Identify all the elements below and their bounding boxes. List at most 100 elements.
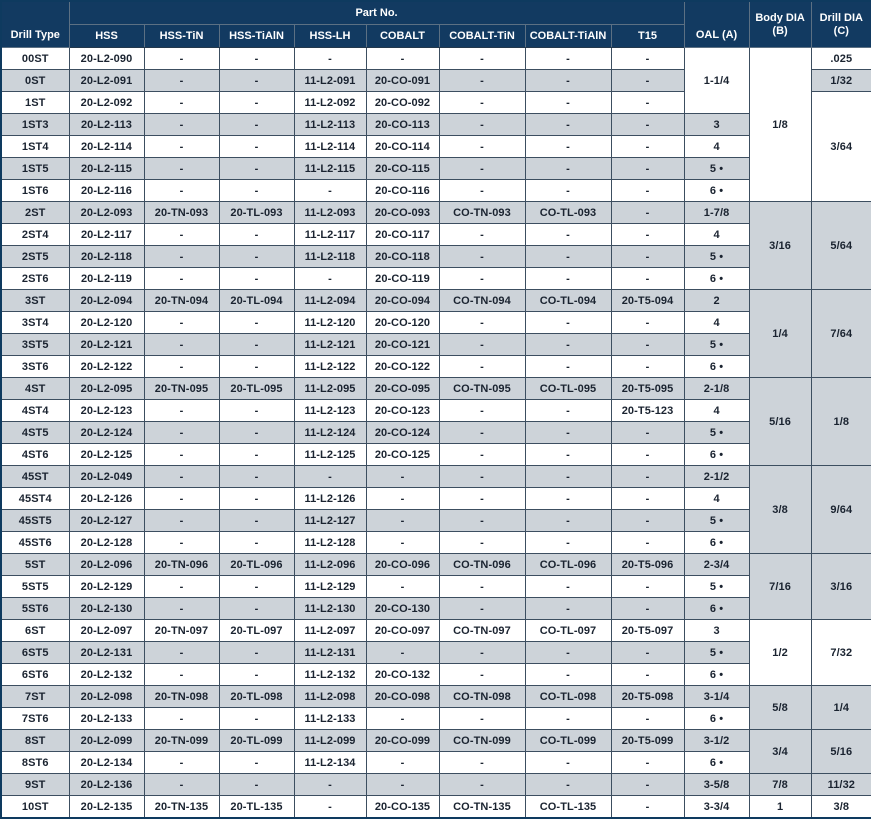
part-number-cell: 20-L2-116 <box>68 179 145 202</box>
part-number-cell: 20-L2-129 <box>68 575 145 598</box>
part-number-cell: - <box>218 355 295 378</box>
part-number-cell: - <box>524 531 612 554</box>
col-header-oal: OAL (A) <box>683 0 750 48</box>
body-dia-cell: 3/16 <box>748 201 812 290</box>
table-body: 00ST 20-L2-090- - - - - - -1-1/4 1/8.025 0ST 20-L2… <box>0 47 871 819</box>
part-number-cell: - <box>438 267 526 290</box>
part-number-cell: 20-L2-134 <box>68 751 145 774</box>
part-number-cell: - <box>218 113 295 136</box>
part-number-cell: 11-L2-131 <box>293 641 367 664</box>
part-number-cell: 20-L2-121 <box>68 333 145 356</box>
part-number-cell: - <box>524 465 612 488</box>
part-number-cell: - <box>143 311 220 334</box>
part-number-cell: 20-CO-094 <box>365 289 440 312</box>
part-number-cell: - <box>143 355 220 378</box>
col-header-cobalt-tialn: COBALT-TiAlN <box>524 24 612 48</box>
part-number-cell: - <box>293 267 367 290</box>
part-number-cell: - <box>143 333 220 356</box>
oal-cell: 5 • <box>683 333 750 356</box>
part-number-cell: 20-L2-135 <box>68 795 145 819</box>
part-number-cell: - <box>610 465 685 488</box>
part-number-cell: - <box>610 597 685 620</box>
part-number-cell: - <box>610 707 685 730</box>
table-row: 4ST5 20-L2-124- -11-L2-124 20-CO-124- - -5 • <box>0 421 871 444</box>
part-number-cell: - <box>438 707 526 730</box>
part-number-cell: - <box>610 509 685 532</box>
table-row: 45ST5 20-L2-127- -11-L2-127- - - -5 • <box>0 509 871 532</box>
part-number-cell: - <box>143 245 220 268</box>
drill-type-cell: 45ST4 <box>0 487 70 510</box>
part-number-cell: - <box>218 773 295 796</box>
part-number-cell: 11-L2-121 <box>293 333 367 356</box>
part-number-cell: 20-TL-093 <box>218 201 295 224</box>
drill-type-cell: 2ST4 <box>0 223 70 246</box>
part-number-cell: 20-L2-125 <box>68 443 145 466</box>
part-number-cell: 20-TL-097 <box>218 619 295 642</box>
part-number-cell: - <box>143 707 220 730</box>
body-dia-cell: 1/2 <box>748 619 812 686</box>
drill-type-cell: 6ST6 <box>0 663 70 686</box>
part-number-cell: 20-CO-118 <box>365 245 440 268</box>
part-number-cell: - <box>143 773 220 796</box>
part-number-cell: 11-L2-096 <box>293 553 367 576</box>
part-number-cell: 20-CO-098 <box>365 685 440 708</box>
drill-type-cell: 00ST <box>0 47 70 70</box>
part-number-cell: - <box>218 135 295 158</box>
part-number-cell: 11-L2-114 <box>293 135 367 158</box>
oal-cell: 6 • <box>683 267 750 290</box>
part-number-cell: 20-CO-092 <box>365 91 440 114</box>
part-number-cell: - <box>218 597 295 620</box>
part-number-cell: - <box>610 575 685 598</box>
part-number-cell: - <box>143 47 220 70</box>
body-dia-cell: 7/8 <box>748 773 812 796</box>
part-number-cell: 11-L2-128 <box>293 531 367 554</box>
part-number-cell: 20-L2-113 <box>68 113 145 136</box>
part-number-cell: CO-TL-096 <box>524 553 612 576</box>
part-number-cell: - <box>365 575 440 598</box>
part-number-cell: - <box>438 47 526 70</box>
part-number-cell: - <box>218 157 295 180</box>
part-number-cell: - <box>143 157 220 180</box>
drill-type-cell: 5ST5 <box>0 575 70 598</box>
part-number-cell: 20-L2-130 <box>68 597 145 620</box>
part-number-cell: CO-TN-096 <box>438 553 526 576</box>
table-row: 1ST3 20-L2-113- -11-L2-113 20-CO-113- - -3 <box>0 113 871 136</box>
part-number-cell: - <box>524 47 612 70</box>
table-row: 2ST6 20-L2-119- - -20-CO-119- - -6 • <box>0 267 871 290</box>
part-number-cell: 20-T5-096 <box>610 553 685 576</box>
drill-type-cell: 2ST <box>0 201 70 224</box>
part-number-cell: 11-L2-094 <box>293 289 367 312</box>
oal-cell: 4 <box>683 487 750 510</box>
part-number-cell: 11-L2-095 <box>293 377 367 400</box>
drill-type-cell: 0ST <box>0 69 70 92</box>
part-number-cell: - <box>610 443 685 466</box>
part-number-cell: CO-TL-093 <box>524 201 612 224</box>
part-number-cell: 20-TN-135 <box>143 795 220 819</box>
drill-type-cell: 7ST6 <box>0 707 70 730</box>
part-number-cell: - <box>143 399 220 422</box>
table-row: 3ST 20-L2-094 20-TN-094 20-TL-094 11-L2-094 2… <box>0 289 871 378</box>
part-number-cell: - <box>365 509 440 532</box>
oal-cell: 4 <box>683 311 750 334</box>
part-number-cell: 11-L2-124 <box>293 421 367 444</box>
part-number-cell: - <box>610 795 685 819</box>
table-header: Drill Type Part No. OAL (A) Body DIA (B)… <box>0 0 871 48</box>
oal-cell: 3 <box>683 113 750 136</box>
body-dia-cell: 3/4 <box>748 729 812 774</box>
part-number-cell: 20-L2-096 <box>68 553 145 576</box>
part-number-cell: - <box>524 487 612 510</box>
part-number-cell: CO-TN-097 <box>438 619 526 642</box>
part-number-cell: - <box>143 641 220 664</box>
part-number-cell: - <box>524 597 612 620</box>
part-number-cell: CO-TL-095 <box>524 377 612 400</box>
part-number-cell: - <box>524 245 612 268</box>
part-number-cell: 11-L2-127 <box>293 509 367 532</box>
part-number-cell: - <box>610 487 685 510</box>
body-dia-cell: 1/8 <box>748 47 812 202</box>
part-number-cell: - <box>438 751 526 774</box>
table-row: 4ST 20-L2-095 20-TN-095 20-TL-095 11-L2-095 2… <box>0 377 871 466</box>
part-number-cell: - <box>143 597 220 620</box>
drill-dia-cell: 1/4 <box>810 685 871 730</box>
drill-type-cell: 9ST <box>0 773 70 796</box>
part-number-cell: 20-L2-097 <box>68 619 145 642</box>
